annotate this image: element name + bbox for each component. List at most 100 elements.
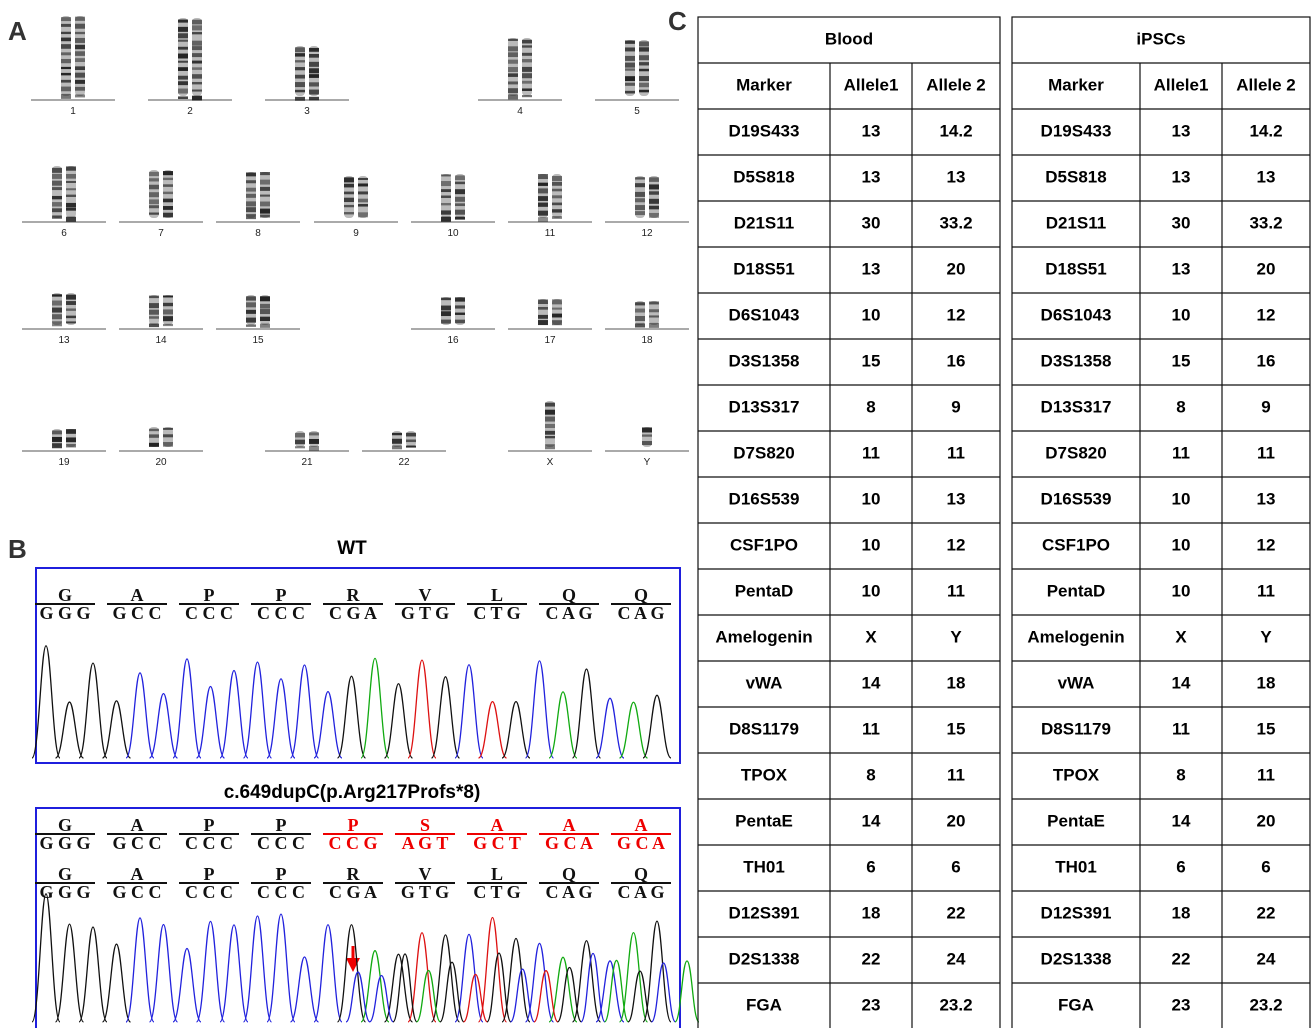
chromosome-band bbox=[66, 444, 76, 447]
chromosome-band bbox=[552, 189, 562, 192]
chromosome-label: 7 bbox=[158, 228, 164, 239]
trace-peak bbox=[267, 679, 295, 758]
chromosome-band bbox=[522, 67, 532, 72]
codon-bases: G T G bbox=[401, 882, 449, 902]
table-cell: D12S391 bbox=[1041, 903, 1112, 922]
trace-peak bbox=[440, 962, 464, 1022]
codon-bases: C C C bbox=[257, 833, 305, 853]
chromosome-band bbox=[260, 187, 270, 191]
chromosome-label: 21 bbox=[301, 457, 313, 468]
chromosome-band bbox=[149, 316, 159, 318]
chromosome-band bbox=[163, 199, 173, 203]
chromosome-band bbox=[192, 41, 202, 46]
trace-peak bbox=[675, 961, 699, 1022]
chromosome-band bbox=[75, 73, 85, 78]
chromosome-band bbox=[163, 213, 173, 218]
table-cell: 8 bbox=[866, 765, 875, 784]
mutant-title: c.649dupC(p.Arg217Profs*8) bbox=[224, 782, 481, 803]
chromosome-band bbox=[455, 197, 465, 202]
chromosome-band bbox=[309, 62, 319, 67]
chromosome-band bbox=[358, 204, 368, 207]
table-cell: 16 bbox=[947, 351, 966, 370]
chromosome-band bbox=[260, 317, 270, 321]
table-cell: 13 bbox=[1172, 121, 1191, 140]
chromosome-band bbox=[178, 76, 188, 80]
trace-peak bbox=[220, 925, 248, 1022]
amino-acid: V bbox=[419, 585, 432, 605]
chromosome-label: 2 bbox=[187, 106, 193, 117]
table-cell: 12 bbox=[1257, 535, 1276, 554]
chromosome-band bbox=[163, 428, 173, 430]
chromosome-band bbox=[309, 82, 319, 86]
table-cell: 14 bbox=[1172, 811, 1191, 830]
chromosome-band bbox=[260, 180, 270, 185]
table-cell: X bbox=[1175, 627, 1187, 646]
table-cell: D5S818 bbox=[733, 167, 794, 186]
trace-peak bbox=[479, 702, 507, 758]
chromosome-label: 14 bbox=[155, 335, 167, 346]
chromosome-band bbox=[635, 192, 645, 197]
table-cell: TPOX bbox=[741, 765, 788, 784]
chromosome-band bbox=[649, 191, 659, 194]
trace-peak bbox=[432, 677, 460, 758]
amino-acid: G bbox=[58, 815, 72, 835]
chromosome-band bbox=[406, 440, 416, 443]
table-cell: 20 bbox=[947, 811, 966, 830]
chromosome-band bbox=[66, 321, 76, 323]
chromosome-band bbox=[246, 201, 256, 206]
chromosome-band bbox=[52, 321, 62, 326]
chromosome-band bbox=[61, 73, 71, 75]
chromosome-band bbox=[538, 217, 548, 222]
chromosome-band bbox=[552, 203, 562, 206]
table-cell: 20 bbox=[1257, 811, 1276, 830]
table-cell: 15 bbox=[1172, 351, 1191, 370]
table-cell: 15 bbox=[947, 719, 966, 738]
chromosome-band bbox=[649, 315, 659, 317]
amino-acid: A bbox=[491, 815, 504, 835]
table-cell: TH01 bbox=[743, 857, 785, 876]
chromosome-band bbox=[52, 174, 62, 179]
chromosome-band bbox=[552, 308, 562, 310]
chromosome-band bbox=[246, 296, 256, 300]
chromosome bbox=[61, 16, 71, 96]
chromosome-band bbox=[52, 215, 62, 218]
chromosome-band bbox=[635, 302, 645, 305]
chromosome-band bbox=[149, 213, 159, 215]
chromosome-band bbox=[295, 75, 305, 79]
trace-peak bbox=[244, 916, 272, 1022]
table-cell: 13 bbox=[1172, 259, 1191, 278]
table-cell: D19S433 bbox=[729, 121, 800, 140]
chromosome-band bbox=[455, 189, 465, 194]
codon-bases: G G G bbox=[39, 603, 90, 623]
table-cell: 14 bbox=[1172, 673, 1191, 692]
chromosome-band bbox=[649, 323, 659, 328]
chromosome-label: 17 bbox=[544, 335, 556, 346]
chromosome-band bbox=[538, 203, 548, 207]
chromosome-band bbox=[295, 53, 305, 56]
chromosome-band bbox=[66, 181, 76, 183]
amino-acid: Q bbox=[562, 864, 576, 884]
table-cell: 16 bbox=[1257, 351, 1276, 370]
chromosome-band bbox=[163, 184, 173, 187]
trace-peak bbox=[502, 702, 530, 758]
trace-peak bbox=[549, 692, 577, 758]
chromosome-band bbox=[508, 67, 518, 72]
chromosome-band bbox=[246, 318, 256, 323]
chromosome-band bbox=[295, 440, 305, 445]
table-cell: 22 bbox=[862, 949, 881, 968]
table-cell: D21S11 bbox=[1046, 213, 1107, 232]
codon-bases: A G T bbox=[402, 833, 449, 853]
table-cell: 11 bbox=[862, 719, 880, 738]
table-cell: 22 bbox=[947, 903, 966, 922]
trace-peak bbox=[408, 660, 436, 758]
chromosome bbox=[358, 176, 368, 218]
chromosome-band bbox=[639, 47, 649, 51]
table-cell: TH01 bbox=[1055, 857, 1097, 876]
chromosome-band bbox=[522, 40, 532, 44]
chromosome-band bbox=[392, 445, 402, 449]
table-cell: vWA bbox=[746, 673, 783, 692]
table-cell: PentaD bbox=[735, 581, 794, 600]
table-cell: 13 bbox=[1257, 489, 1276, 508]
chromosome-band bbox=[358, 183, 368, 186]
chromosome-band bbox=[522, 81, 532, 84]
